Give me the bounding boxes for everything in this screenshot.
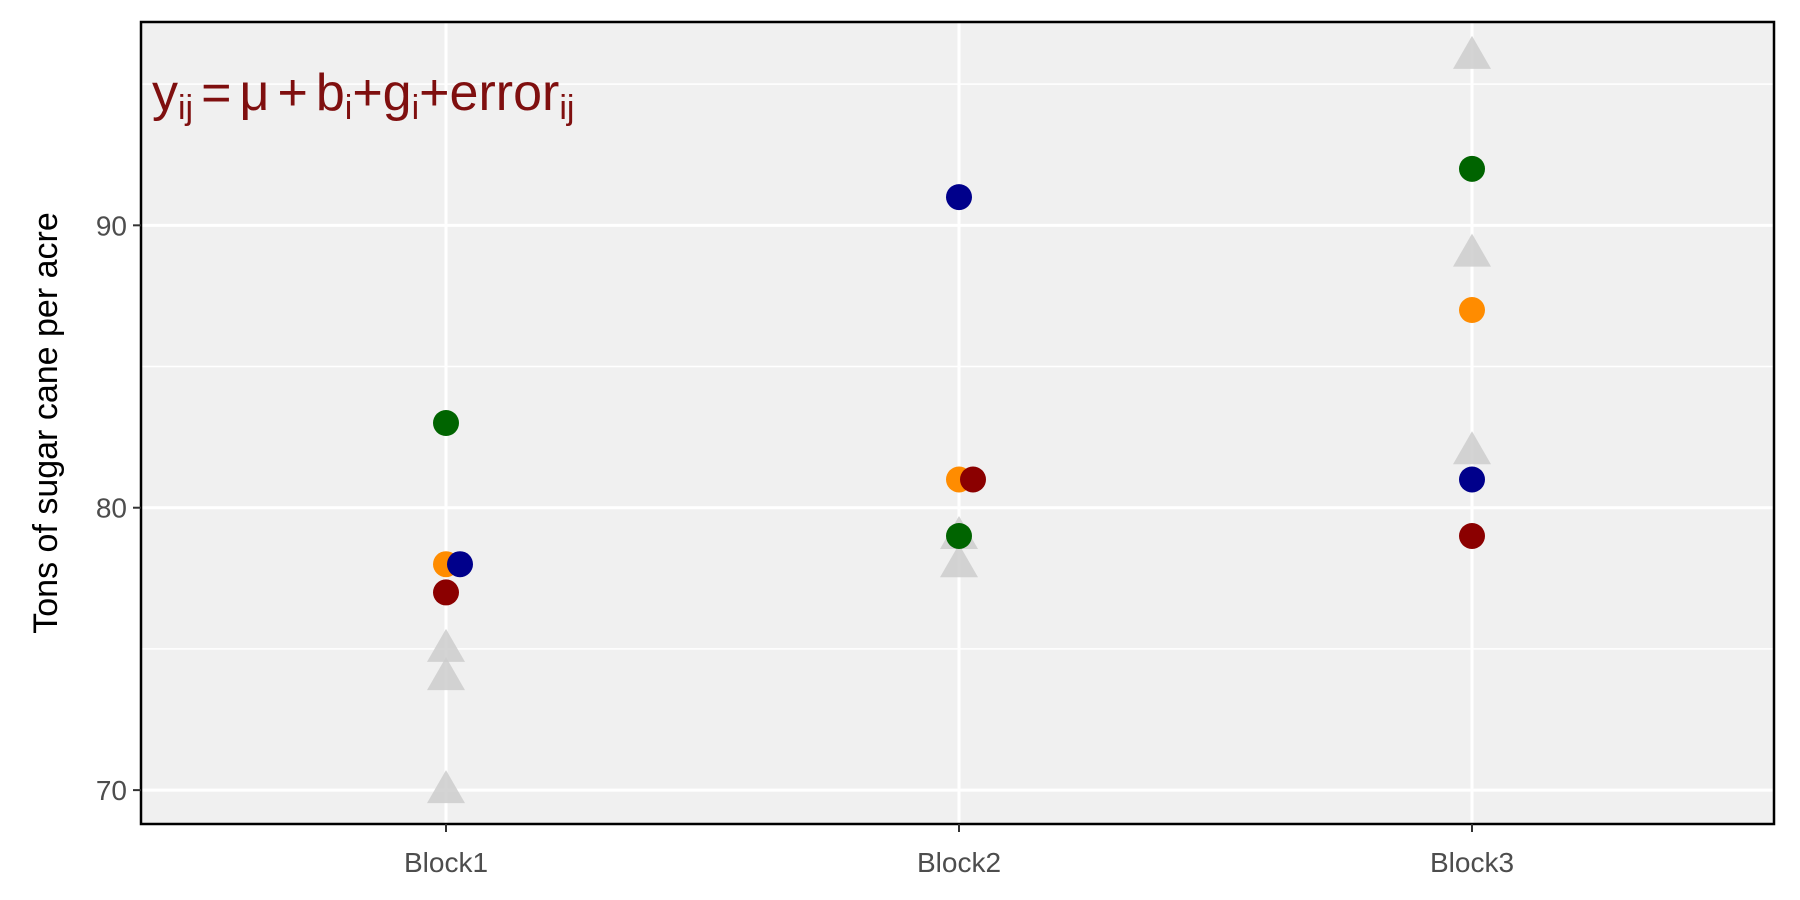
circle-point xyxy=(960,466,986,493)
formula-error: +error xyxy=(419,64,559,122)
triangle-point xyxy=(1453,233,1491,267)
formula-equals: = xyxy=(201,64,231,122)
triangle-point xyxy=(1453,35,1491,69)
circle-point xyxy=(433,410,459,436)
triangle-point xyxy=(940,544,978,578)
panel-border xyxy=(139,20,1776,826)
formula-mu: μ xyxy=(239,64,269,122)
circle-point xyxy=(946,184,972,211)
circle-point xyxy=(1459,466,1485,493)
formula-y: y xyxy=(152,64,178,122)
triangle-point xyxy=(427,770,465,804)
formula-plus: + xyxy=(277,64,307,122)
triangle-point xyxy=(1453,431,1491,465)
circle-point xyxy=(433,579,459,606)
formula-error-subscript: ij xyxy=(559,89,574,127)
circle-point xyxy=(1459,297,1485,324)
triangle-point xyxy=(427,657,465,691)
circle-point xyxy=(1459,155,1485,182)
circle-point xyxy=(946,522,972,549)
grid-lines xyxy=(141,22,1774,824)
model-formula: yij = μ + bi+gi+errorij xyxy=(152,64,574,127)
formula-g-subscript: i xyxy=(412,89,420,127)
triangle-point xyxy=(427,628,465,662)
formula-b-subscript: i xyxy=(345,89,353,127)
formula-y-subscript: ij xyxy=(178,89,193,127)
y-axis-title: Tons of sugar cane per acre xyxy=(27,212,65,633)
formula-b: b xyxy=(316,64,345,122)
y-tick-label: 90 xyxy=(96,210,127,241)
data-points xyxy=(427,35,1491,804)
x-tick-label: Block1 xyxy=(404,847,488,878)
y-tick-label: 70 xyxy=(96,775,127,806)
circle-point xyxy=(1459,522,1485,549)
x-tick-label: Block2 xyxy=(917,847,1001,878)
y-tick-label: 80 xyxy=(96,493,127,524)
axis-ticks: 70 80 90 Block1 Block2 Block3 xyxy=(96,210,1514,878)
formula-g: +g xyxy=(352,64,411,122)
x-tick-label: Block3 xyxy=(1430,847,1514,878)
circle-point xyxy=(447,551,473,578)
